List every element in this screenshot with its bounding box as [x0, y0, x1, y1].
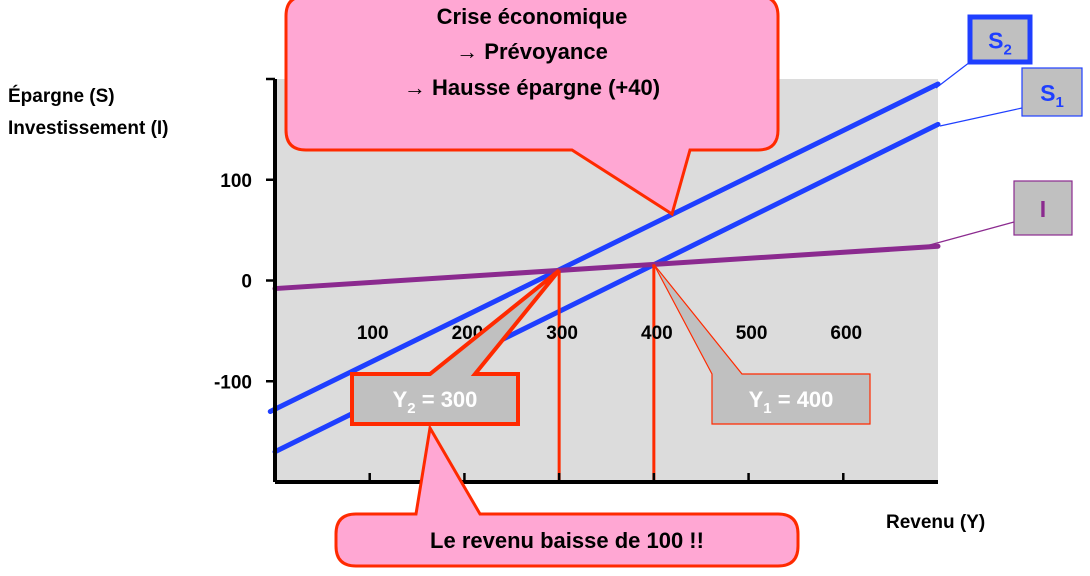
series-label-i: I: [1040, 196, 1046, 222]
series-label-box-s2: [967, 14, 1033, 65]
x-tick-label-100: 100: [357, 323, 389, 344]
series-label-s2: S2: [988, 28, 1012, 59]
x-tick-label-400: 400: [641, 323, 673, 344]
top-callout-line-1: Crise économique: [437, 4, 628, 29]
x-tick-label-500: 500: [736, 323, 768, 344]
leader-line-s2: [935, 61, 971, 89]
bottom-callout-bubble: [334, 423, 800, 568]
x-tick-label-600: 600: [830, 323, 862, 344]
y-tick-label-0: 0: [241, 272, 252, 293]
leader-line-s1: [939, 107, 1023, 127]
y-axis-title-line1: Épargne (S): [8, 86, 115, 107]
leader-line-i: [925, 221, 1015, 247]
bottom-callout-text: Le revenu baisse de 100 !!: [430, 528, 704, 553]
series-label-box-s1: [1021, 67, 1083, 117]
top-callout-line-2: → Prévoyance: [456, 39, 608, 64]
series-label-s1: S1: [1040, 80, 1064, 111]
top-callout-bubble: [284, 0, 780, 217]
y-tick-label--100: -100: [214, 372, 252, 393]
x-tick-label-300: 300: [546, 323, 578, 344]
series-line-s2: [267, 81, 941, 414]
equilibrium-callout-y2: [350, 268, 561, 426]
equilibrium-callout-y1: [653, 264, 871, 425]
top-callout-line-3: → Hausse épargne (+40): [404, 75, 660, 100]
equilibrium-label-y1: Y1 = 400: [749, 387, 834, 417]
y-axis-title-line2: Investissement (I): [8, 118, 169, 139]
equilibrium-label-y2: Y2 = 300: [393, 387, 478, 417]
series-label-box-i: [1013, 180, 1073, 236]
series-line-i: [272, 243, 941, 292]
x-axis-title: Revenu (Y): [886, 512, 986, 533]
y-tick-label-100: 100: [220, 171, 252, 192]
